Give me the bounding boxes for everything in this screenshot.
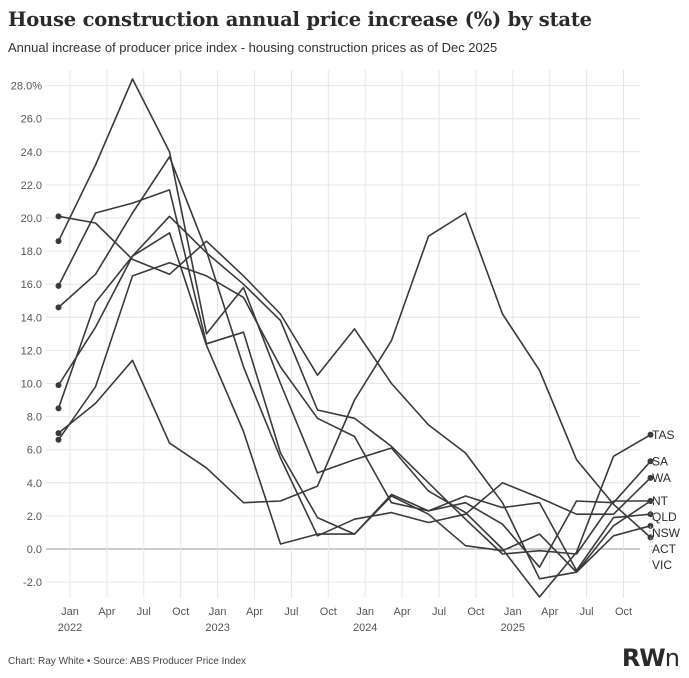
end-marker-sa	[647, 458, 654, 465]
leader-line	[648, 537, 654, 566]
x-tick-month: Jul	[580, 606, 594, 618]
x-tick-month: Apr	[394, 606, 411, 618]
end-marker-nsw	[647, 511, 654, 518]
y-tick-label: 14.0	[21, 312, 42, 324]
y-tick-label: 0.0	[27, 544, 42, 556]
y-tick-label: 10.0	[21, 379, 42, 391]
chart-subtitle: Annual increase of producer price index …	[8, 40, 498, 55]
y-tick-label: 20.0	[21, 213, 42, 225]
x-tick-month: Oct	[172, 606, 189, 618]
series-label-act: ACT	[652, 542, 677, 556]
leader-line	[648, 514, 654, 534]
x-tick-month: Apr	[541, 606, 558, 618]
series-label-qld: QLD	[652, 510, 677, 524]
y-tick-label: -2.0	[23, 577, 42, 589]
series-label-wa: WA	[652, 471, 671, 485]
y-tick-label: 16.0	[21, 279, 42, 291]
start-marker-act	[55, 213, 62, 220]
series-label-nt: NT	[652, 494, 669, 508]
y-tick-label: 12.0	[21, 345, 42, 357]
start-marker-nt	[55, 405, 62, 412]
x-tick-month: Jan	[209, 606, 227, 618]
x-tick-year: 2022	[58, 622, 82, 634]
ray-white-logo: RWn	[621, 644, 680, 672]
x-tick-month: Jul	[432, 606, 446, 618]
logo-main: RW	[621, 644, 666, 672]
y-tick-label: 4.0	[27, 478, 42, 490]
y-tick-label: 2.0	[27, 511, 42, 523]
series-lines	[57, 78, 652, 598]
end-marker-act	[647, 522, 654, 529]
grid-lines	[46, 70, 640, 598]
series-line-qld	[57, 215, 651, 555]
y-tick-label: 22.0	[21, 180, 42, 192]
x-tick-year: 2024	[353, 622, 377, 634]
x-tick-month: Oct	[467, 606, 484, 618]
logo-suffix: n	[664, 644, 680, 672]
x-tick-year: 2023	[205, 622, 229, 634]
y-tick-label: 6.0	[27, 445, 42, 457]
y-tick-label: 28.0%	[11, 81, 42, 93]
start-marker-tas	[55, 238, 62, 245]
x-tick-month: Jan	[356, 606, 374, 618]
x-tick-month: Oct	[320, 606, 337, 618]
series-label-vic: VIC	[652, 558, 672, 572]
series-line-wa	[57, 156, 652, 537]
x-tick-month: Apr	[98, 606, 115, 618]
x-tick-year: 2025	[501, 622, 525, 634]
chart-footer: Chart: Ray White • Source: ABS Producer …	[8, 656, 247, 667]
series-label-tas: TAS	[652, 428, 674, 442]
series-label-nsw: NSW	[652, 526, 681, 540]
series-line-nt	[57, 232, 651, 574]
series-label-sa: SA	[652, 454, 668, 468]
end-marker-wa	[647, 474, 654, 481]
chart-title: House construction annual price increase…	[8, 8, 592, 31]
series-line-nsw	[57, 261, 651, 572]
start-marker-qld	[55, 382, 62, 389]
x-tick-month: Jul	[284, 606, 298, 618]
x-axis-ticks: Jan 2022 Apr Jul Oct Jan 2023 Apr Jul Oct Jan 2024 A…	[58, 606, 632, 634]
start-marker-sa	[55, 282, 62, 289]
end-marker-tas	[647, 431, 654, 438]
start-markers	[55, 213, 654, 541]
leader-line	[648, 500, 654, 518]
x-tick-month: Oct	[615, 606, 632, 618]
y-tick-label: 8.0	[27, 412, 42, 424]
start-marker-vic	[55, 430, 62, 437]
end-marker-qld	[647, 498, 654, 505]
x-tick-month: Apr	[246, 606, 263, 618]
series-line-tas	[57, 78, 651, 598]
y-tick-label: 18.0	[21, 246, 42, 258]
series-line-vic	[57, 212, 652, 538]
start-marker-nsw	[55, 436, 62, 443]
y-tick-label: 24.0	[21, 147, 42, 159]
series-line-act	[58, 215, 651, 580]
y-tick-label: 26.0	[21, 114, 42, 126]
start-marker-wa	[55, 304, 62, 311]
series-labels: TAS SA WA NT QLD NSW ACT VIC	[648, 428, 681, 572]
x-tick-month: Jul	[137, 606, 151, 618]
end-marker-vic	[647, 534, 654, 541]
y-axis-ticks: 28.0% 26.0 24.0 22.0 20.0 18.0 16.0 14.0 12.0 10.…	[11, 81, 42, 589]
x-tick-month: Jan	[61, 606, 79, 618]
x-tick-month: Jan	[504, 606, 522, 618]
